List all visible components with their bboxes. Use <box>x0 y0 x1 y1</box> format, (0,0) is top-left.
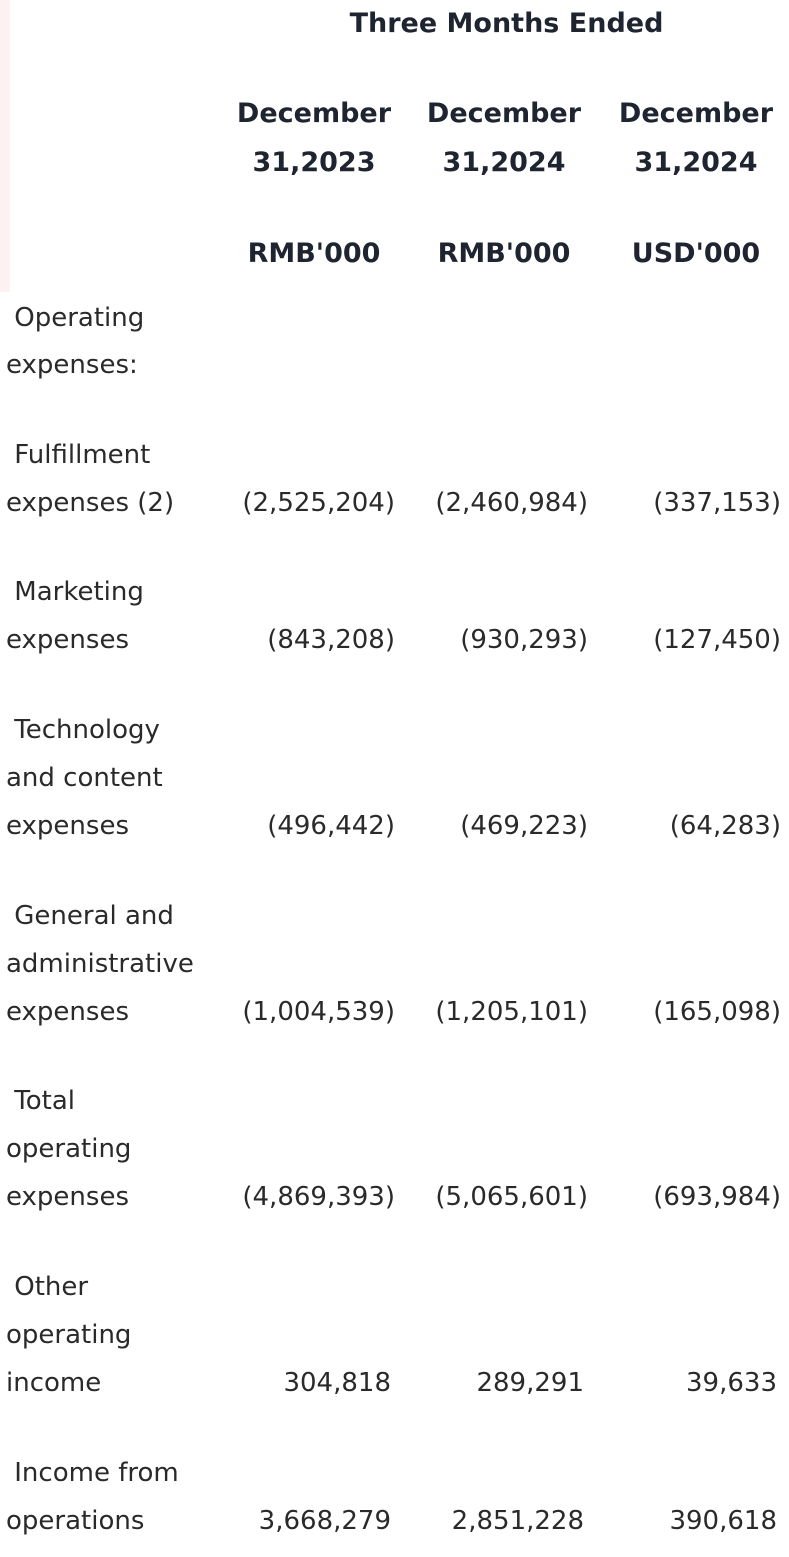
table-cell-value: 289,291 <box>476 1368 584 1398</box>
row-label-line: General and <box>6 901 174 931</box>
row-label-line: Fulfillment <box>6 440 151 470</box>
table-cell-value: (2,525,204) <box>242 488 395 518</box>
table-cell-value: (469,223) <box>460 811 588 841</box>
column-header-2-unit: RMB'000 <box>437 238 571 269</box>
row-label-line: Technology <box>6 715 160 745</box>
table-cell-value: (337,153) <box>653 488 781 518</box>
row-label-line: expenses <box>6 811 129 841</box>
row-label-line: and content <box>6 763 163 793</box>
table-cell-value: (64,283) <box>669 811 781 841</box>
row-label-line: expenses (2) <box>6 488 175 518</box>
table-cell-value: (2,460,984) <box>435 488 588 518</box>
row-label-line: Income from <box>6 1458 179 1488</box>
row-label-line: operating <box>6 1134 132 1164</box>
table-header-title: Three Months Ended <box>349 8 664 39</box>
row-label-line: Other <box>6 1272 89 1302</box>
table-cell-value: (496,442) <box>267 811 395 841</box>
row-label-line: Total <box>6 1086 75 1116</box>
table-cell-value: 39,633 <box>686 1368 777 1398</box>
column-header-1-line1: December <box>236 98 392 129</box>
column-header-3-unit: USD'000 <box>631 238 761 269</box>
left-edge-accent <box>0 0 10 292</box>
row-label-line: operations <box>6 1506 145 1536</box>
column-header-1-unit: RMB'000 <box>247 238 381 269</box>
table-cell-value: 304,818 <box>283 1368 391 1398</box>
table-cell-value: 3,668,279 <box>258 1506 391 1536</box>
row-label-line: income <box>6 1368 102 1398</box>
column-header-2-line1: December <box>426 98 582 129</box>
row-label-line: expenses <box>6 625 129 655</box>
table-cell-value: (693,984) <box>653 1182 781 1212</box>
column-header-3-line1: December <box>618 98 774 129</box>
table-cell-value: (5,065,601) <box>435 1182 588 1212</box>
column-header-3-line2: 31,2024 <box>634 147 758 178</box>
table-cell-value: (1,205,101) <box>435 997 588 1027</box>
table-cell-value: 2,851,228 <box>451 1506 584 1536</box>
row-label-line: administrative <box>6 949 194 979</box>
row-label-line: operating <box>6 1320 132 1350</box>
table-cell-value: 390,618 <box>669 1506 777 1536</box>
column-header-1-line2: 31,2023 <box>252 147 376 178</box>
row-label-line: expenses: <box>6 350 138 380</box>
table-cell-value: (165,098) <box>653 997 781 1027</box>
table-cell-value: (843,208) <box>267 625 395 655</box>
table-cell-value: (1,004,539) <box>242 997 395 1027</box>
row-label-line: expenses <box>6 1182 129 1212</box>
row-label-line: Marketing <box>6 577 144 607</box>
table-cell-value: (930,293) <box>460 625 588 655</box>
row-label-line: expenses <box>6 997 129 1027</box>
row-label-line: Operating <box>6 303 145 333</box>
table-cell-value: (4,869,393) <box>242 1182 395 1212</box>
column-header-2-line2: 31,2024 <box>442 147 566 178</box>
table-cell-value: (127,450) <box>653 625 781 655</box>
